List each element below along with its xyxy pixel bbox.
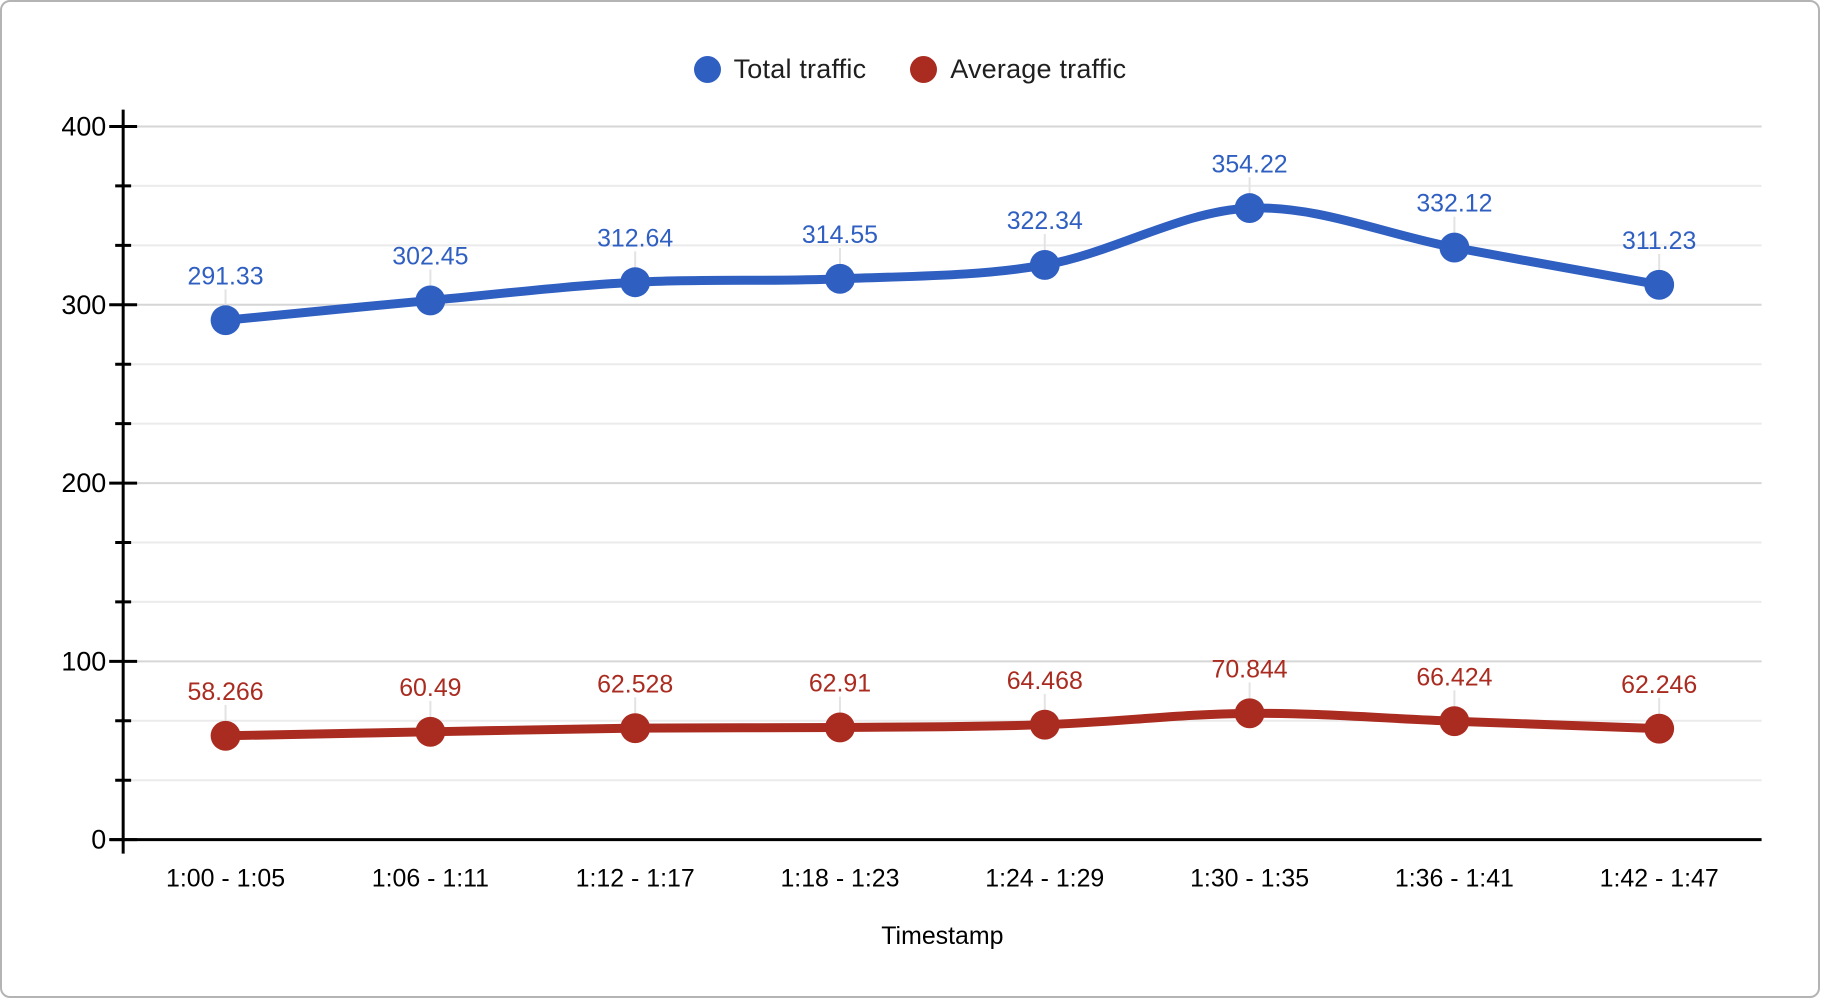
data-point-average-traffic	[415, 716, 446, 747]
data-point-label-average-traffic: 62.91	[809, 670, 871, 698]
x-tick-label: 1:06 - 1:11	[372, 864, 489, 892]
series-line-average-traffic	[221, 708, 1664, 741]
data-point-label-total-traffic: 354.22	[1212, 150, 1288, 178]
data-point-label-average-traffic: 66.424	[1416, 663, 1492, 691]
data-point-label-total-traffic: 291.33	[187, 262, 263, 290]
data-point-total-traffic	[415, 285, 446, 316]
x-tick-label: 1:00 - 1:05	[166, 864, 285, 892]
y-tick-label: 100	[61, 646, 106, 676]
x-tick-label: 1:18 - 1:23	[780, 864, 899, 892]
data-point-label-total-traffic: 302.45	[392, 243, 468, 271]
data-point-average-traffic	[210, 720, 241, 751]
y-tick-label: 200	[61, 468, 106, 498]
x-tick-label: 1:42 - 1:47	[1600, 864, 1719, 892]
y-tick-label: 400	[61, 111, 106, 141]
data-point-label-total-traffic: 332.12	[1416, 190, 1492, 218]
series-line-total-traffic	[221, 203, 1664, 325]
x-tick-label: 1:24 - 1:29	[985, 864, 1104, 892]
data-point-average-traffic	[1234, 698, 1265, 729]
x-axis-title: Timestamp	[881, 922, 1003, 950]
data-point-label-average-traffic: 60.49	[399, 674, 461, 702]
x-tick-label: 1:30 - 1:35	[1190, 864, 1309, 892]
data-point-label-average-traffic: 58.266	[187, 678, 263, 706]
data-point-label-total-traffic: 314.55	[802, 221, 878, 249]
data-point-total-traffic	[1439, 232, 1470, 263]
data-point-label-average-traffic: 62.246	[1621, 671, 1697, 699]
data-point-label-total-traffic: 322.34	[1007, 207, 1083, 235]
data-point-total-traffic	[1644, 269, 1675, 300]
data-point-label-total-traffic: 312.64	[597, 224, 673, 252]
y-tick-label: 0	[91, 825, 106, 855]
data-point-total-traffic	[825, 263, 855, 294]
data-point-total-traffic	[1029, 250, 1060, 280]
data-point-average-traffic	[1644, 713, 1675, 744]
data-point-label-average-traffic: 62.528	[597, 670, 673, 698]
y-tick-label: 300	[61, 290, 106, 320]
data-point-label-average-traffic: 70.844	[1212, 655, 1288, 683]
data-point-label-total-traffic: 311.23	[1622, 227, 1696, 255]
data-point-total-traffic	[210, 305, 241, 336]
data-point-average-traffic	[1029, 709, 1060, 740]
data-point-average-traffic	[1439, 706, 1470, 737]
data-point-total-traffic	[620, 267, 651, 298]
x-tick-label: 1:12 - 1:17	[576, 864, 695, 892]
x-tick-label: 1:36 - 1:41	[1395, 864, 1514, 892]
data-point-total-traffic	[1234, 193, 1265, 224]
data-point-label-average-traffic: 64.468	[1007, 667, 1083, 695]
data-point-average-traffic	[825, 712, 855, 743]
data-point-average-traffic	[620, 713, 651, 744]
